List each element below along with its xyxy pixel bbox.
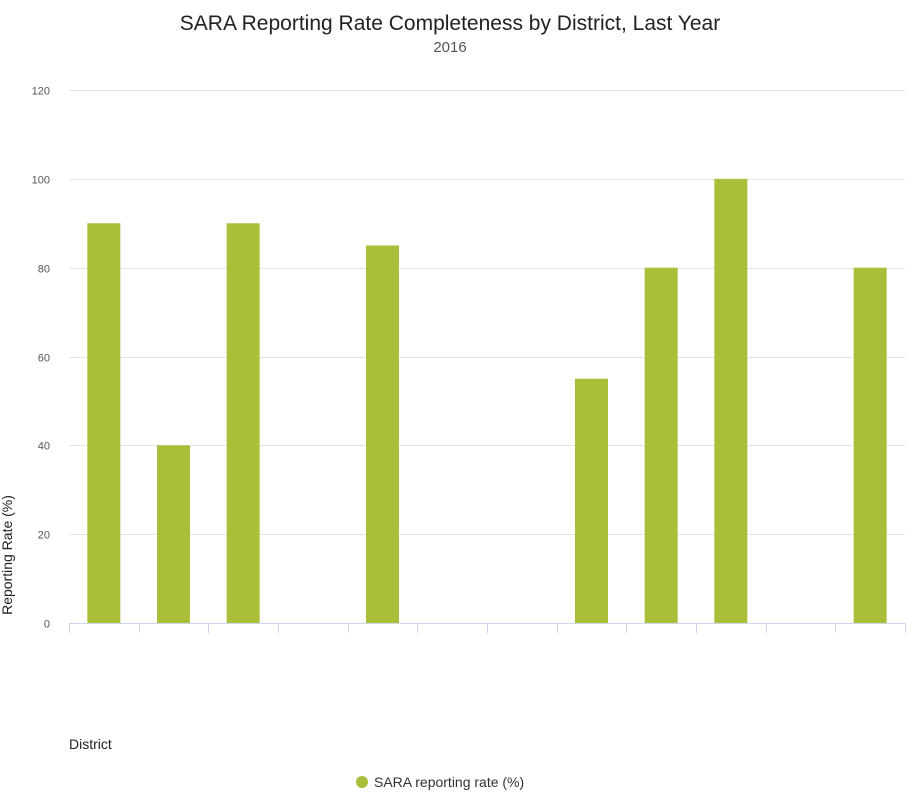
y-tick-label: 60 bbox=[38, 353, 50, 365]
y-tick-label: 120 bbox=[32, 86, 50, 98]
y-axis-label: Reporting Rate (%) bbox=[0, 495, 15, 615]
x-axis bbox=[69, 623, 906, 633]
legend-label[interactable]: SARA reporting rate (%) bbox=[374, 774, 524, 790]
bar[interactable] bbox=[853, 267, 887, 623]
gridlines bbox=[69, 90, 905, 535]
y-axis-ticks: 0 20 40 60 80 100 120 bbox=[32, 86, 50, 631]
y-tick-label: 80 bbox=[38, 264, 50, 276]
bars bbox=[87, 178, 887, 624]
legend-marker bbox=[356, 776, 368, 788]
y-tick-label: 0 bbox=[44, 619, 50, 631]
bar[interactable] bbox=[87, 223, 121, 623]
chart-subtitle: 2016 bbox=[433, 39, 466, 56]
bar[interactable] bbox=[157, 445, 190, 623]
bar[interactable] bbox=[644, 267, 678, 623]
bar[interactable] bbox=[366, 245, 399, 624]
chart-title: SARA Reporting Rate Completeness by Dist… bbox=[180, 12, 720, 35]
bar[interactable] bbox=[714, 178, 748, 624]
bar[interactable] bbox=[575, 378, 608, 623]
y-tick-label: 20 bbox=[38, 530, 50, 542]
legend[interactable]: SARA reporting rate (%) bbox=[356, 774, 524, 790]
y-tick-label: 100 bbox=[32, 175, 50, 187]
bar[interactable] bbox=[226, 223, 260, 623]
y-tick-label: 40 bbox=[38, 441, 50, 453]
x-axis-label: District bbox=[69, 736, 112, 752]
